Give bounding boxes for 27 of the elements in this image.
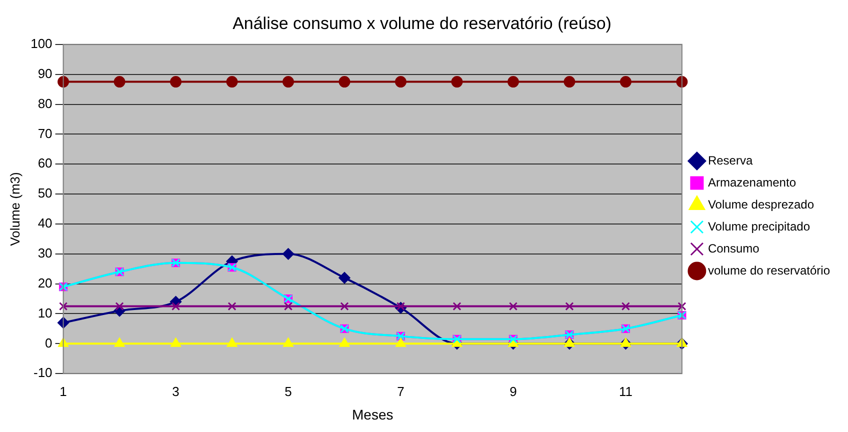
y-tick-label: 10 — [38, 305, 52, 320]
legend-label: Volume precipitado — [708, 219, 810, 234]
y-tick-label: 100 — [30, 36, 52, 51]
x-tick-label: 1 — [60, 384, 67, 399]
legend-label: volume do reservatório — [708, 263, 830, 278]
legend-label: Armazenamento — [708, 175, 796, 190]
legend-label: Reserva — [708, 153, 753, 168]
y-tick-label: 50 — [38, 186, 52, 201]
x-tick-label: 9 — [510, 384, 517, 399]
legend-label: Consumo — [708, 241, 760, 256]
x-tick-label: 11 — [618, 384, 632, 399]
y-tick-label: 30 — [38, 245, 52, 260]
y-tick-label: 40 — [38, 216, 52, 231]
y-axis-title: Volume (m3) — [7, 172, 22, 246]
x-axis-title: Meses — [352, 406, 394, 422]
x-tick-label: 3 — [172, 384, 180, 399]
y-tick-label: 20 — [38, 275, 52, 290]
y-tick-label: -10 — [33, 365, 52, 380]
y-tick-label: 0 — [45, 335, 52, 350]
chart-title: Análise consumo x volume do reservatório (reúso) — [232, 14, 612, 33]
x-tick-label: 5 — [284, 384, 292, 399]
legend-label: Volume desprezado — [708, 197, 814, 212]
y-tick-label: 80 — [38, 96, 52, 111]
y-tick-label: 70 — [38, 126, 52, 141]
y-tick-label: 60 — [38, 156, 52, 171]
y-tick-label: 90 — [38, 66, 52, 81]
x-tick-label: 7 — [397, 384, 404, 399]
